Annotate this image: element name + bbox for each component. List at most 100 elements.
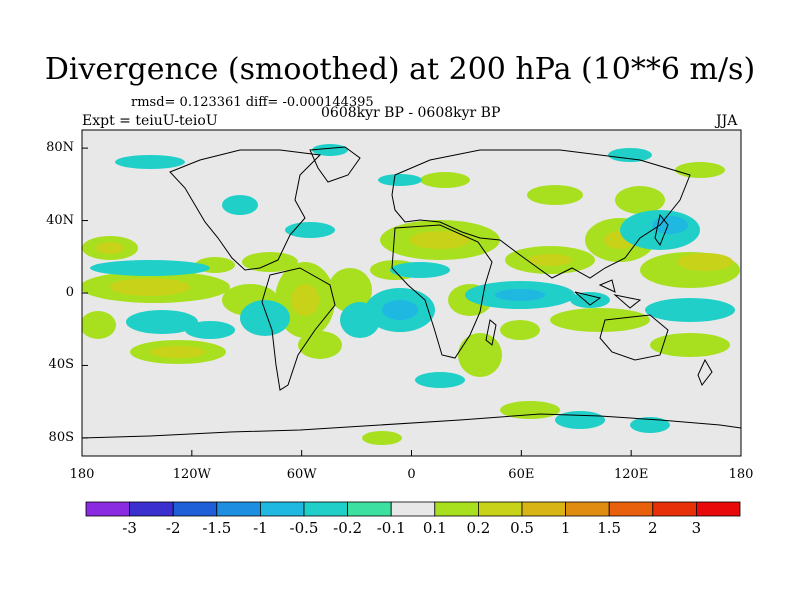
lat-tick-label: 40S	[48, 357, 74, 373]
season-label: JJA	[716, 113, 738, 129]
div-blob	[528, 254, 572, 266]
lon-tick-label: 180	[69, 467, 95, 482]
conv-blob	[222, 195, 258, 215]
div-blob	[500, 320, 540, 340]
div-blob	[150, 346, 206, 358]
colorbar-swatch	[696, 501, 741, 517]
coast-indonesia	[574, 279, 642, 309]
conv-blob	[608, 148, 652, 162]
colorbar-label: 2	[648, 519, 658, 537]
colorbar-label: 1	[560, 519, 571, 537]
conv-blob	[115, 155, 185, 169]
colorbar-swatch	[85, 501, 130, 517]
lon-tick-label: 120W	[172, 467, 211, 482]
colorbar-label: -2	[165, 519, 181, 537]
lon-tick-label: 60W	[286, 467, 317, 482]
colorbar-swatch	[303, 501, 348, 517]
colorbar-swatch	[434, 501, 479, 517]
div-blob	[458, 333, 502, 377]
div-blob	[362, 431, 402, 445]
conv-blob	[312, 144, 348, 156]
colorbar-swatch	[172, 501, 218, 517]
div-blob	[96, 242, 124, 254]
coast-africa	[391, 224, 493, 359]
colorbar-swatch	[259, 501, 305, 517]
colorbar-label: -0.1	[376, 519, 406, 537]
lon-tick-label: 120E	[614, 467, 649, 482]
colorbar-swatch	[347, 501, 392, 517]
div-blob	[328, 268, 372, 312]
lon-tick-label: 0	[407, 467, 416, 482]
coast-australia	[599, 314, 669, 361]
lat-tick-label: 80S	[48, 429, 74, 445]
divergence-field	[82, 144, 740, 445]
colorbar	[85, 501, 741, 517]
colorbar-label: 0.2	[466, 519, 491, 537]
div-blob	[550, 308, 650, 332]
conv-blob	[240, 300, 290, 336]
colorbar-label: -0.5	[289, 519, 319, 537]
colorbar-label: -0.2	[333, 519, 363, 537]
div-blob	[110, 278, 190, 296]
div-blob	[527, 185, 583, 205]
div-blob	[410, 231, 470, 249]
axis-ticks	[81, 147, 742, 456]
div-blob	[420, 172, 470, 188]
lat-tick-label: 40N	[46, 212, 74, 228]
div-blob	[677, 253, 733, 271]
colorbar-swatch	[565, 501, 610, 517]
conv-blob	[340, 302, 380, 338]
conv-blob	[652, 216, 688, 234]
conv-blob	[126, 310, 198, 334]
conv-blob	[390, 262, 450, 278]
period-label: 0608kyr BP - 0608kyr BP	[321, 105, 501, 121]
conv-blob	[645, 298, 735, 322]
conv-blob	[415, 372, 465, 388]
coast-north-america	[169, 149, 322, 271]
conv-blob	[90, 260, 210, 276]
div-blob	[242, 252, 298, 272]
div-blob	[675, 162, 725, 178]
conv-blob	[382, 300, 418, 320]
colorbar-label: -1	[253, 519, 268, 537]
coast-japan	[654, 213, 669, 247]
div-blob	[82, 311, 116, 339]
lat-tick-label: 80N	[46, 140, 74, 156]
coast-antarctica	[82, 413, 741, 439]
lat-tick-label: 0	[65, 285, 74, 300]
colorbar-swatch	[652, 501, 697, 517]
lon-tick-label: 60E	[508, 467, 535, 482]
conv-blob	[378, 174, 422, 186]
colorbar-label: 3	[691, 519, 702, 537]
div-blob	[291, 284, 319, 316]
conv-blob	[495, 289, 545, 301]
conv-blob	[555, 411, 605, 429]
div-blob	[650, 333, 730, 357]
coast-greenland	[309, 146, 361, 183]
conv-blob	[630, 417, 670, 433]
plot-title: Divergence (smoothed) at 200 hPa (10**6 …	[44, 52, 756, 87]
experiment-label: Expt = teiuU-teioU	[82, 113, 218, 129]
colorbar-label: -1.5	[202, 519, 232, 537]
conv-blob	[185, 321, 235, 339]
coastlines	[82, 146, 741, 439]
colorbar-label: 1.5	[597, 519, 622, 537]
colorbar-swatch	[521, 501, 566, 517]
div-blob	[615, 186, 665, 214]
lon-tick-label: 180	[728, 467, 754, 482]
colorbar-swatch	[129, 501, 174, 517]
colorbar-label: 0.5	[510, 519, 534, 537]
colorbar-label: 0.1	[422, 519, 447, 537]
colorbar-swatch	[216, 501, 261, 517]
coast-new-zealand	[697, 358, 713, 387]
colorbar-swatch	[477, 501, 523, 517]
conv-blob	[285, 222, 335, 238]
colorbar-swatch	[390, 501, 436, 517]
coast-eurasia	[391, 149, 691, 279]
colorbar-label: -3	[122, 519, 137, 537]
stats-text: rmsd= 0.123361 diff= -0.000144395	[131, 95, 374, 110]
coast-south-america	[261, 267, 336, 391]
colorbar-swatch	[608, 501, 654, 517]
coast-madagascar	[485, 319, 497, 346]
